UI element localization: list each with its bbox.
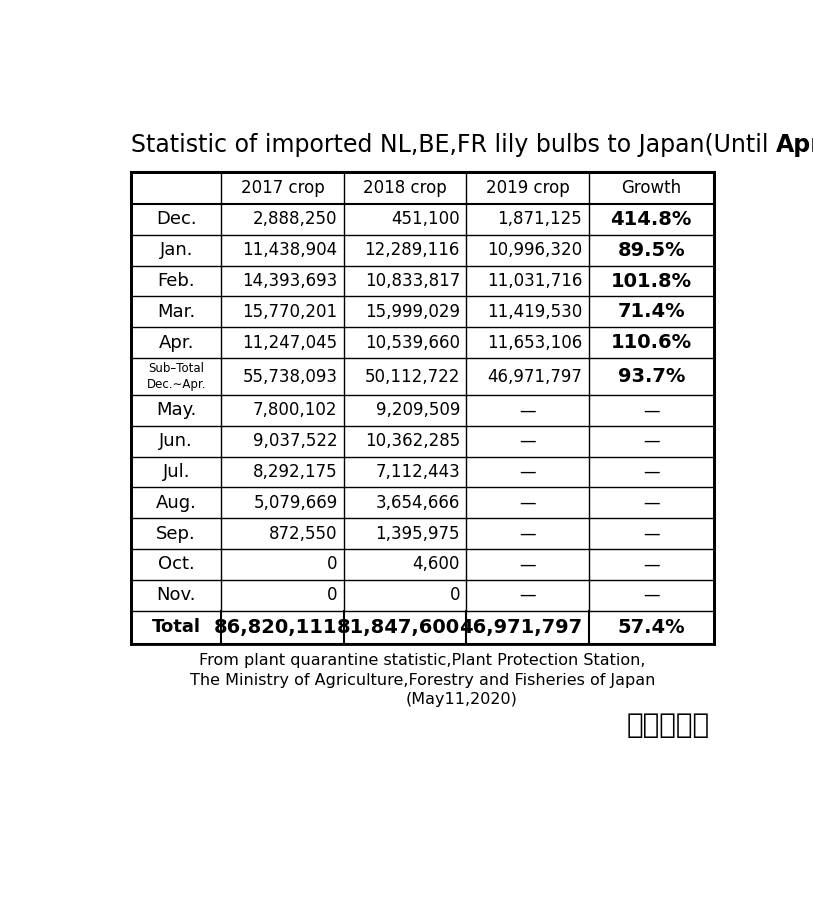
Text: 57.4%: 57.4%: [617, 618, 685, 637]
Bar: [131, 171, 714, 644]
Text: —: —: [643, 556, 659, 573]
Text: 12,289,116: 12,289,116: [364, 241, 460, 260]
Text: The Ministry of Agriculture,Forestry and Fisheries of Japan: The Ministry of Agriculture,Forestry and…: [189, 673, 655, 688]
Text: 1,871,125: 1,871,125: [498, 210, 582, 229]
Text: Total: Total: [152, 619, 201, 636]
Text: Jul.: Jul.: [163, 463, 190, 481]
Text: 9,037,522: 9,037,522: [253, 432, 337, 450]
Text: 1,395,975: 1,395,975: [376, 525, 460, 543]
Text: 0: 0: [327, 586, 337, 604]
Text: 10,833,817: 10,833,817: [365, 272, 460, 290]
Text: —: —: [643, 463, 659, 481]
Text: 10,362,285: 10,362,285: [365, 432, 460, 450]
Text: 101.8%: 101.8%: [611, 271, 692, 291]
Text: —: —: [519, 525, 536, 543]
Text: ㈱中村農園: ㈱中村農園: [627, 711, 710, 739]
Text: 11,653,106: 11,653,106: [487, 333, 582, 352]
Text: 414.8%: 414.8%: [611, 210, 692, 229]
Text: Dec.: Dec.: [156, 210, 197, 229]
Text: 5,079,669: 5,079,669: [254, 494, 337, 512]
Text: —: —: [519, 432, 536, 450]
Text: 9,209,509: 9,209,509: [376, 402, 460, 419]
Text: —: —: [519, 463, 536, 481]
Text: 11,247,045: 11,247,045: [242, 333, 337, 352]
Text: —: —: [643, 525, 659, 543]
Text: —: —: [643, 402, 659, 419]
Text: From plant quarantine statistic,Plant Protection Station,: From plant quarantine statistic,Plant Pr…: [199, 653, 646, 668]
Text: 7,112,443: 7,112,443: [376, 463, 460, 481]
Text: —: —: [519, 402, 536, 419]
Text: Apr.: Apr.: [159, 333, 194, 352]
Text: 3,654,666: 3,654,666: [376, 494, 460, 512]
Text: Nov.: Nov.: [156, 586, 196, 604]
Text: —: —: [643, 494, 659, 512]
Text: 0: 0: [450, 586, 460, 604]
Text: (May11,2020): (May11,2020): [406, 691, 517, 707]
Text: 2,888,250: 2,888,250: [253, 210, 337, 229]
Text: 7,800,102: 7,800,102: [253, 402, 337, 419]
Text: 93.7%: 93.7%: [618, 367, 685, 386]
Text: 2017 crop: 2017 crop: [241, 179, 324, 197]
Text: 2018 crop: 2018 crop: [363, 179, 447, 197]
Text: 15,770,201: 15,770,201: [242, 302, 337, 321]
Text: 46,971,797: 46,971,797: [488, 367, 582, 385]
Text: Aug.: Aug.: [156, 494, 197, 512]
Text: May.: May.: [156, 402, 197, 419]
Text: Growth: Growth: [621, 179, 681, 197]
Text: 451,100: 451,100: [391, 210, 460, 229]
Text: —: —: [519, 494, 536, 512]
Text: Statistic of imported NL,BE,FR lily bulbs to Japan(Until: Statistic of imported NL,BE,FR lily bulb…: [131, 133, 776, 157]
Text: 89.5%: 89.5%: [617, 241, 685, 260]
Text: 872,550: 872,550: [269, 525, 337, 543]
Text: —: —: [519, 586, 536, 604]
Text: 86,820,111: 86,820,111: [214, 618, 337, 637]
Text: 0: 0: [327, 556, 337, 573]
Text: Jan.: Jan.: [159, 241, 193, 260]
Text: 10,539,660: 10,539,660: [365, 333, 460, 352]
Text: 110.6%: 110.6%: [611, 333, 692, 353]
Text: 50,112,722: 50,112,722: [364, 367, 460, 385]
Text: 46,971,797: 46,971,797: [459, 618, 582, 637]
Bar: [131, 171, 714, 204]
Text: 11,031,716: 11,031,716: [487, 272, 582, 290]
Text: Oct.: Oct.: [158, 556, 194, 573]
Text: Mar.: Mar.: [157, 302, 195, 321]
Text: April: April: [776, 133, 813, 157]
Text: 8,292,175: 8,292,175: [253, 463, 337, 481]
Text: 15,999,029: 15,999,029: [365, 302, 460, 321]
Text: Feb.: Feb.: [158, 272, 195, 290]
Text: Jun.: Jun.: [159, 432, 193, 450]
Text: 4,600: 4,600: [413, 556, 460, 573]
Text: 10,996,320: 10,996,320: [487, 241, 582, 260]
Text: Sep.: Sep.: [156, 525, 196, 543]
Text: 55,738,093: 55,738,093: [242, 367, 337, 385]
Text: —: —: [519, 556, 536, 573]
Text: —: —: [643, 432, 659, 450]
Text: 11,438,904: 11,438,904: [242, 241, 337, 260]
Text: —: —: [643, 586, 659, 604]
Text: 11,419,530: 11,419,530: [487, 302, 582, 321]
Text: 14,393,693: 14,393,693: [242, 272, 337, 290]
Text: 71.4%: 71.4%: [617, 302, 685, 322]
Text: 81,847,600: 81,847,600: [337, 618, 460, 637]
Text: Sub–Total
Dec.∼Apr.: Sub–Total Dec.∼Apr.: [146, 362, 206, 391]
Text: 2019 crop: 2019 crop: [485, 179, 569, 197]
